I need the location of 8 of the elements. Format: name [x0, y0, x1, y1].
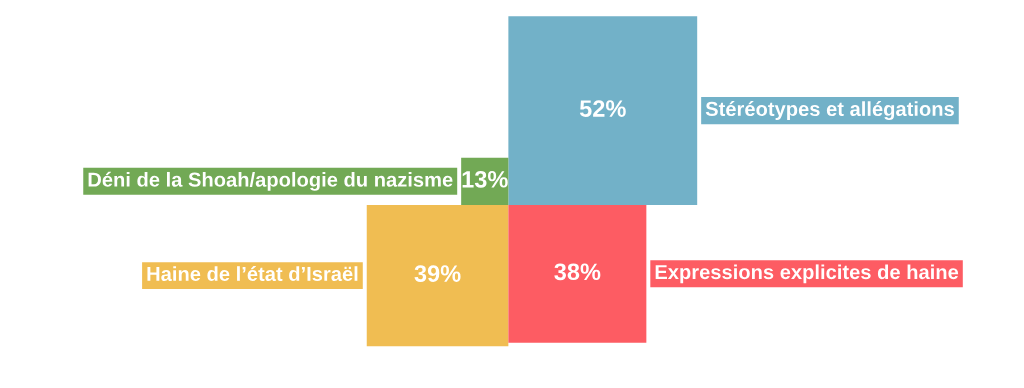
data-label: 39% [414, 265, 461, 282]
data-label: 38% [554, 263, 601, 281]
category-label: Expressions explicites de haine [655, 264, 959, 284]
data-label: 13% [462, 170, 508, 188]
category-label: Stéréotypes et allégations [705, 101, 954, 121]
category-label: Haine de l’état d’Israël [147, 266, 358, 281]
category-label: Déni de la Shoah/apologie du nazisme [88, 171, 453, 191]
data-label: 52% [579, 100, 626, 117]
